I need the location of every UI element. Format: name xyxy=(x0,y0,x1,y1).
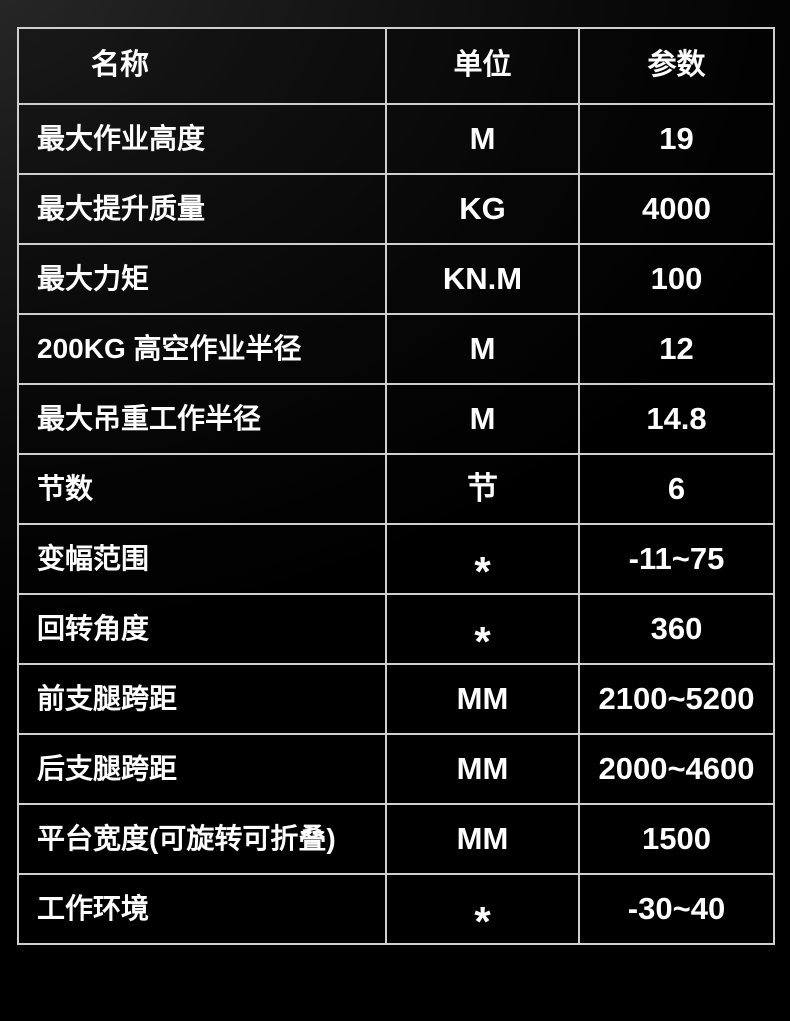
spec-param-cell: 14.8 xyxy=(578,383,775,455)
table-row: 工作环境 * -30~40 xyxy=(17,873,775,945)
spec-unit-cell: M xyxy=(385,383,580,455)
spec-unit-cell: M xyxy=(385,313,580,385)
spec-unit-cell: MM xyxy=(385,663,580,735)
header-param-label: 参数 xyxy=(647,49,706,82)
header-row: 名称 单位 参数 xyxy=(17,27,775,105)
table-row: 最大力矩 KN.M 100 xyxy=(17,243,775,315)
table-row: 回转角度 * 360 xyxy=(17,593,775,665)
spec-param-cell: 12 xyxy=(578,313,775,385)
header-unit-label: 单位 xyxy=(453,49,512,82)
spec-unit-text: KN.M xyxy=(442,261,523,296)
table-row: 最大吊重工作半径 M 14.8 xyxy=(17,383,775,455)
spec-param-text: 360 xyxy=(650,611,703,646)
spec-name-cell: 变幅范围 xyxy=(17,523,387,595)
spec-param-text: 19 xyxy=(659,121,694,156)
spec-table: 名称 单位 参数 最大作业高度 M 19 最大提升质量 KG xyxy=(17,27,775,945)
spec-param-cell: 2000~4600 xyxy=(578,733,775,805)
spec-param-cell: 6 xyxy=(578,453,775,525)
table-row: 后支腿跨距 MM 2000~4600 xyxy=(17,733,775,805)
header-param: 参数 xyxy=(578,27,775,105)
spec-name-text: 后支腿跨距 xyxy=(37,752,178,784)
header-unit: 单位 xyxy=(385,27,580,105)
spec-param-text: 100 xyxy=(650,261,703,296)
header-name-label: 名称 xyxy=(91,49,150,82)
spec-unit-cell: M xyxy=(385,103,580,175)
spec-name-text: 最大作业高度 xyxy=(37,122,206,154)
spec-param-cell: 100 xyxy=(578,243,775,315)
spec-name-cell: 节数 xyxy=(17,453,387,525)
table-row: 最大作业高度 M 19 xyxy=(17,103,775,175)
table-row: 前支腿跨距 MM 2100~5200 xyxy=(17,663,775,735)
spec-unit-text: MM xyxy=(456,821,509,856)
spec-name-cell: 最大吊重工作半径 xyxy=(17,383,387,455)
spec-unit-cell: * xyxy=(385,873,580,945)
spec-param-cell: -30~40 xyxy=(578,873,775,945)
spec-name-cell: 最大作业高度 xyxy=(17,103,387,175)
spec-name-text: 回转角度 xyxy=(37,612,150,644)
spec-param-cell: 19 xyxy=(578,103,775,175)
spec-name-text: 平台宽度(可旋转可折叠) xyxy=(37,822,336,854)
spec-param-cell: 4000 xyxy=(578,173,775,245)
spec-unit-text: * xyxy=(474,547,491,594)
spec-name-cell: 平台宽度(可旋转可折叠) xyxy=(17,803,387,875)
spec-unit-cell: MM xyxy=(385,733,580,805)
spec-unit-cell: * xyxy=(385,523,580,595)
spec-param-text: 6 xyxy=(667,471,686,506)
spec-unit-cell: KG xyxy=(385,173,580,245)
spec-unit-text: M xyxy=(469,121,496,156)
spec-name-text: 节数 xyxy=(37,472,94,504)
spec-name-text: 前支腿跨距 xyxy=(37,682,178,714)
spec-param-cell: 2100~5200 xyxy=(578,663,775,735)
spec-param-cell: 1500 xyxy=(578,803,775,875)
spec-name-text: 200KG 高空作业半径 xyxy=(37,332,302,364)
spec-unit-text: * xyxy=(474,897,491,944)
table-row: 变幅范围 * -11~75 xyxy=(17,523,775,595)
spec-name-cell: 回转角度 xyxy=(17,593,387,665)
table-row: 200KG 高空作业半径 M 12 xyxy=(17,313,775,385)
spec-unit-text: MM xyxy=(456,681,509,716)
table-row: 节数 节 6 xyxy=(17,453,775,525)
spec-param-text: 12 xyxy=(659,331,694,366)
spec-name-text: 工作环境 xyxy=(37,892,150,924)
spec-param-text: 4000 xyxy=(642,191,711,226)
spec-param-text: -11~75 xyxy=(628,541,725,576)
spec-param-text: 14.8 xyxy=(646,401,707,436)
spec-name-text: 最大吊重工作半径 xyxy=(37,402,262,434)
spec-param-text: 1500 xyxy=(642,821,711,856)
spec-unit-cell: MM xyxy=(385,803,580,875)
spec-name-cell: 最大提升质量 xyxy=(17,173,387,245)
spec-unit-text: * xyxy=(474,617,491,664)
spec-unit-cell: * xyxy=(385,593,580,665)
spec-name-cell: 前支腿跨距 xyxy=(17,663,387,735)
spec-name-text: 变幅范围 xyxy=(37,542,150,574)
spec-param-text: 2100~5200 xyxy=(598,681,755,716)
spec-name-cell: 200KG 高空作业半径 xyxy=(17,313,387,385)
spec-name-cell: 后支腿跨距 xyxy=(17,733,387,805)
spec-name-cell: 工作环境 xyxy=(17,873,387,945)
spec-unit-cell: KN.M xyxy=(385,243,580,315)
spec-name-cell: 最大力矩 xyxy=(17,243,387,315)
spec-unit-text: KG xyxy=(459,191,506,226)
spec-unit-text: M xyxy=(469,331,496,366)
spec-name-text: 最大提升质量 xyxy=(37,192,206,224)
table-row: 平台宽度(可旋转可折叠) MM 1500 xyxy=(17,803,775,875)
spec-unit-text: 节 xyxy=(467,471,498,506)
spec-param-text: -30~40 xyxy=(627,891,726,926)
spec-name-text: 最大力矩 xyxy=(37,262,150,294)
spec-param-cell: 360 xyxy=(578,593,775,665)
spec-param-text: 2000~4600 xyxy=(598,751,755,786)
spec-unit-text: M xyxy=(469,401,496,436)
spec-unit-cell: 节 xyxy=(385,453,580,525)
header-name: 名称 xyxy=(17,27,387,105)
spec-param-cell: -11~75 xyxy=(578,523,775,595)
table-row: 最大提升质量 KG 4000 xyxy=(17,173,775,245)
spec-unit-text: MM xyxy=(456,751,509,786)
